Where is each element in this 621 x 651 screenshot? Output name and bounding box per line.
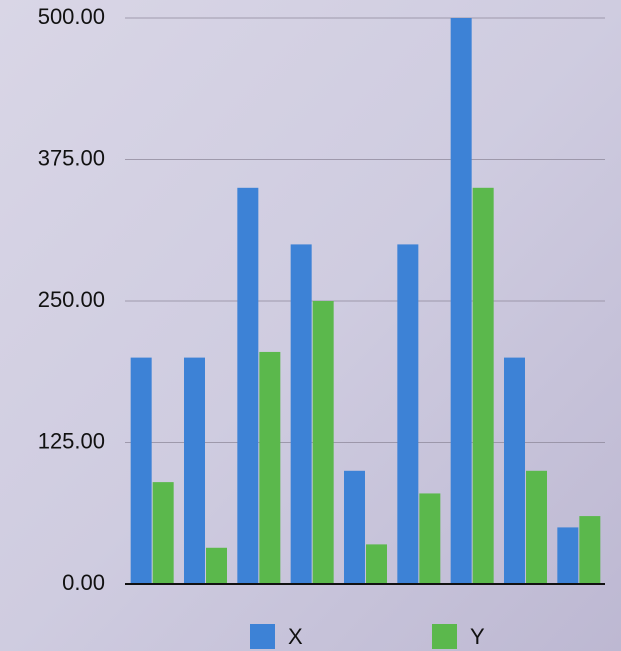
bar xyxy=(184,357,205,584)
legend-label: X xyxy=(288,624,303,649)
bar xyxy=(557,527,579,584)
bar xyxy=(450,18,472,584)
bar xyxy=(526,470,547,584)
y-tick-label: 0.00 xyxy=(62,570,105,595)
bar xyxy=(130,357,152,584)
bar xyxy=(259,351,281,584)
y-tick-label: 250.00 xyxy=(38,287,105,312)
bar xyxy=(419,493,441,584)
legend-swatch xyxy=(432,624,457,649)
bar xyxy=(472,187,494,585)
bar xyxy=(290,244,312,584)
bar xyxy=(579,516,601,584)
legend-swatch xyxy=(250,624,275,649)
bar xyxy=(397,244,419,584)
y-tick-label: 125.00 xyxy=(38,428,105,453)
bar xyxy=(206,547,227,584)
bar xyxy=(237,187,259,585)
bar xyxy=(344,470,365,584)
y-tick-label: 500.00 xyxy=(38,4,105,29)
bar xyxy=(152,482,174,584)
bar xyxy=(312,301,334,584)
y-tick-label: 375.00 xyxy=(38,145,105,170)
legend-label: Y xyxy=(470,624,485,649)
bar xyxy=(366,544,387,584)
bar xyxy=(504,357,525,584)
